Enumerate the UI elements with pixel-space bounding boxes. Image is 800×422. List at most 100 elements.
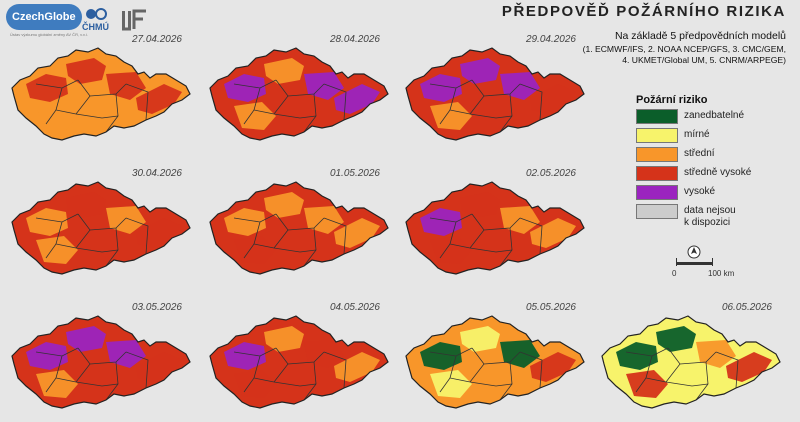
risk-zone xyxy=(334,84,380,114)
country-border xyxy=(405,47,585,141)
region-border xyxy=(635,377,647,393)
czechglobe-logo-text: CzechGlobe xyxy=(12,11,76,23)
map-panel-4: 30.04.2026 xyxy=(6,168,196,280)
risk-zone xyxy=(26,342,68,370)
fire-risk-map xyxy=(209,315,389,409)
legend-label: vysoké xyxy=(684,186,716,197)
map-date: 04.05.2026 xyxy=(329,302,380,313)
czechglobe-logo-subtext: Ústav výzkumu globální změny AV ČR, v.v.… xyxy=(10,32,88,37)
risk-zone xyxy=(420,74,462,102)
map-panel-5: 01.05.2026 xyxy=(204,168,394,280)
region-border xyxy=(243,243,255,259)
region-border xyxy=(125,351,149,389)
north-arrow-icon xyxy=(687,245,701,259)
legend-item: mírné xyxy=(636,128,796,147)
region-border xyxy=(75,381,119,387)
country-border xyxy=(601,315,781,409)
map-date: 03.05.2026 xyxy=(131,302,182,313)
risk-zone xyxy=(304,340,344,368)
risk-zone xyxy=(616,342,658,370)
region-border xyxy=(45,109,57,125)
map-date: 29.04.2026 xyxy=(525,34,576,45)
logos: CzechGlobe Ústav výzkumu globální změny … xyxy=(6,4,176,40)
models-list: (1. ECMWF/IFS, 2. NOAA NCEP/GFS, 3. CMC/… xyxy=(566,44,786,66)
czechglobe-logo: CzechGlobe xyxy=(6,4,82,30)
region-border xyxy=(125,217,149,255)
region-border xyxy=(273,381,317,387)
chmu-emblem-icon xyxy=(86,8,107,20)
legend-label: středně vysoké xyxy=(684,167,752,178)
legend-label: zanedbatelné xyxy=(684,110,745,121)
map-panel-8: 04.05.2026 xyxy=(204,302,394,414)
region-border xyxy=(125,83,149,121)
risk-zone xyxy=(530,218,576,248)
country-border xyxy=(209,47,389,141)
region-border xyxy=(323,83,347,121)
fire-risk-map xyxy=(405,47,585,141)
country-border xyxy=(11,47,191,141)
fire-risk-map xyxy=(11,181,191,275)
risk-zone xyxy=(500,72,540,100)
region-border xyxy=(439,243,451,259)
map-date: 06.05.2026 xyxy=(721,302,772,313)
map-panel-9: 05.05.2026 xyxy=(400,302,590,414)
region-border xyxy=(715,351,739,389)
risk-zone xyxy=(106,206,146,234)
country-border xyxy=(209,181,389,275)
legend-swatch xyxy=(636,128,678,143)
region-border xyxy=(273,247,317,253)
scale-label-min: 0 xyxy=(672,269,677,278)
map-date: 02.05.2026 xyxy=(525,168,576,179)
country-border xyxy=(11,315,191,409)
risk-zone xyxy=(304,206,344,234)
risk-zone xyxy=(66,326,106,352)
legend-item: střední xyxy=(636,147,796,166)
region-border xyxy=(323,217,347,255)
legend: Požární riziko zanedbatelné mírné středn… xyxy=(636,94,796,238)
map-date: 05.05.2026 xyxy=(525,302,576,313)
map-panel-6: 02.05.2026 xyxy=(400,168,590,280)
map-panel-10: 06.05.2026 xyxy=(596,302,786,414)
risk-zone xyxy=(66,58,106,84)
region-border xyxy=(469,113,513,119)
region-border xyxy=(75,113,119,119)
scale-line xyxy=(676,262,712,265)
fire-risk-map xyxy=(11,47,191,141)
region-border xyxy=(665,381,709,387)
region-border xyxy=(273,113,317,119)
risk-zone xyxy=(26,74,68,102)
country-border xyxy=(209,315,389,409)
risk-zone xyxy=(500,340,540,368)
page-title: PŘEDPOVĚĎ POŽÁRNÍHO RIZIKA xyxy=(501,3,786,20)
risk-zone xyxy=(530,352,576,382)
fire-risk-map xyxy=(209,47,389,141)
risk-zone xyxy=(264,326,304,352)
region-border xyxy=(519,351,543,389)
region-border xyxy=(469,381,513,387)
risk-zone xyxy=(420,342,462,370)
legend-swatch xyxy=(636,147,678,162)
risk-zone xyxy=(136,218,182,248)
risk-zone xyxy=(224,74,266,102)
region-border xyxy=(323,351,347,389)
country-border xyxy=(11,181,191,275)
risk-zone xyxy=(696,340,736,368)
chmu-logo-text: ČHMÚ xyxy=(82,22,109,32)
region-border xyxy=(75,247,119,253)
risk-zone xyxy=(66,192,106,218)
risk-zone xyxy=(530,84,576,114)
risk-zone xyxy=(460,58,500,84)
map-date: 01.05.2026 xyxy=(329,168,380,179)
models-line-2: 4. UKMET/Global UM, 5. CNRM/ARPEGE) xyxy=(622,55,786,65)
risk-zone xyxy=(224,342,266,370)
legend-swatch xyxy=(636,185,678,200)
region-border xyxy=(519,217,543,255)
fire-risk-map xyxy=(601,315,781,409)
region-border xyxy=(519,83,543,121)
risk-zone xyxy=(726,352,772,382)
risk-zone xyxy=(304,72,344,100)
legend-title: Požární riziko xyxy=(636,94,708,106)
scale-bar: 0 100 km xyxy=(672,257,742,281)
risk-zone xyxy=(500,206,540,234)
region-border xyxy=(469,247,513,253)
